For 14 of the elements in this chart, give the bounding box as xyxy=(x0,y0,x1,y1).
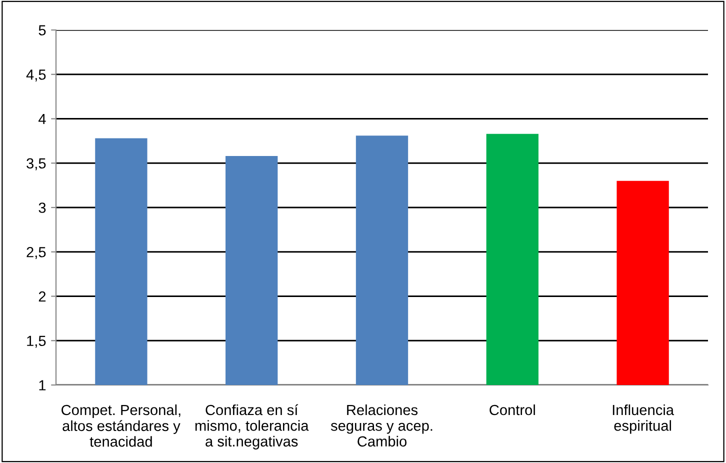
y-tick-label: 1 xyxy=(39,380,46,390)
x-tick-label: Control xyxy=(490,404,535,416)
y-tick-label: 2 xyxy=(38,291,46,302)
y-tick-label: 4,5 xyxy=(26,70,46,82)
y-tick-label: 3 xyxy=(38,202,46,213)
y-tick-label: 4 xyxy=(38,114,46,124)
x-tick-label: Relaciones seguras y acep. Cambio xyxy=(330,404,432,447)
y-tick-label: 1,5 xyxy=(27,336,46,348)
y-tick-label: 5 xyxy=(38,25,46,36)
x-tick-label: Compet. Personal, altos estándares y tenacidad xyxy=(62,404,180,447)
x-tick-label: Confiaza en sí mismo, tolerancia a sit.negativas xyxy=(195,404,309,450)
y-tick-label: 2,5 xyxy=(26,246,46,260)
x-tick-label: Influencia espiritual xyxy=(612,404,674,434)
y-tick-label: 3,5 xyxy=(26,158,46,170)
